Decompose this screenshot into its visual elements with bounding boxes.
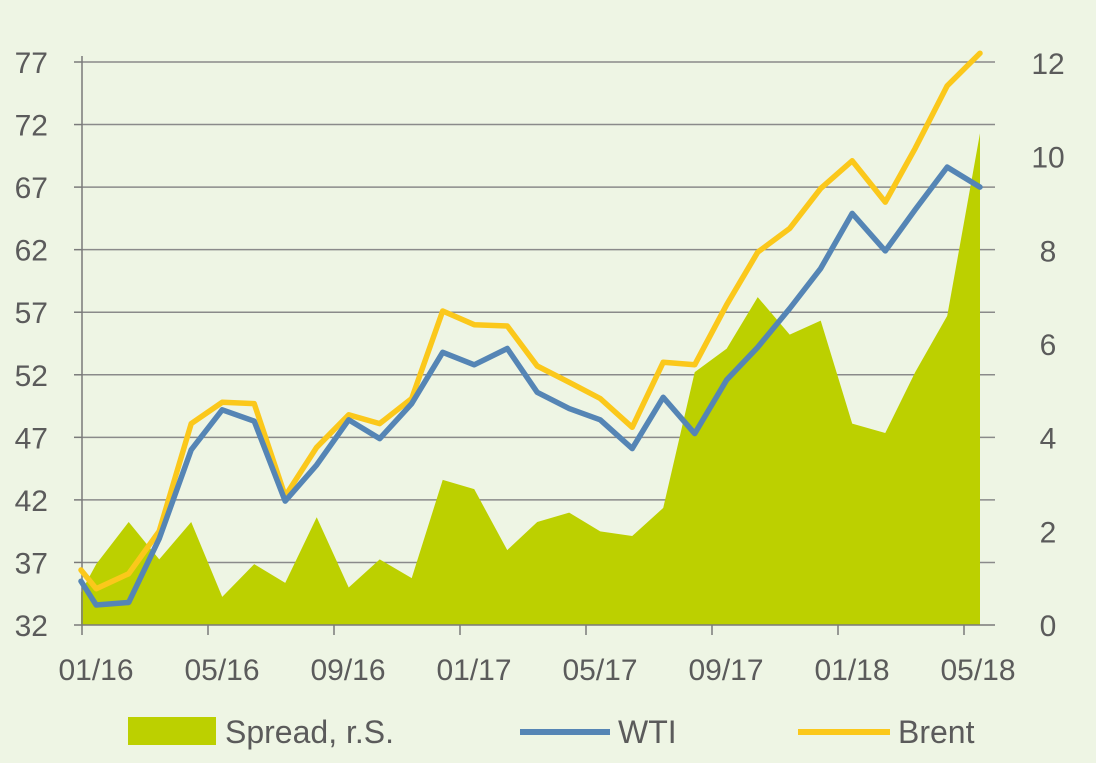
x-tick-label: 05/18 xyxy=(940,654,1015,687)
wti-line xyxy=(78,164,983,608)
legend-label-spread: Spread, r.S. xyxy=(225,714,394,750)
legend: Spread, r.S. WTI Brent xyxy=(128,714,975,750)
y-left-tick-label: 67 xyxy=(15,172,48,205)
x-tick-label: 01/16 xyxy=(58,654,133,687)
y-left-tick-label: 57 xyxy=(15,297,48,330)
axes xyxy=(74,56,995,635)
spread-area xyxy=(80,133,980,625)
x-axis-labels: 01/16 05/16 09/16 01/17 05/17 09/17 01/18 05/18 xyxy=(58,654,1015,687)
y-right-tick-label: 6 xyxy=(1040,329,1057,362)
y-left-tick-label: 32 xyxy=(15,610,48,643)
y-left-tick-label: 47 xyxy=(15,422,48,455)
y-axis-right-labels: 0 2 4 6 8 10 12 xyxy=(1031,48,1064,643)
y-left-tick-label: 72 xyxy=(15,110,48,143)
x-tick-label: 09/16 xyxy=(310,654,385,687)
grid-lines xyxy=(82,61,995,564)
legend-label-brent: Brent xyxy=(898,714,975,750)
y-left-tick-label: 37 xyxy=(15,547,48,580)
brent-line xyxy=(78,50,983,592)
x-tick-label: 05/16 xyxy=(184,654,259,687)
x-tick-label: 05/17 xyxy=(562,654,637,687)
y-right-tick-label: 2 xyxy=(1040,516,1057,549)
y-right-tick-label: 8 xyxy=(1040,235,1057,268)
y-left-tick-label: 42 xyxy=(15,485,48,518)
y-axis-left-labels: 32 37 42 47 52 57 62 67 72 77 xyxy=(15,47,48,643)
legend-swatch-spread xyxy=(128,717,216,745)
y-left-tick-label: 62 xyxy=(15,235,48,268)
spread-area-layer xyxy=(80,133,980,625)
y-left-tick-label: 77 xyxy=(15,47,48,80)
y-right-tick-label: 0 xyxy=(1040,610,1057,643)
price-lines-layer xyxy=(78,50,983,608)
x-tick-label: 01/18 xyxy=(814,654,889,687)
legend-label-wti: WTI xyxy=(618,714,677,750)
x-tick-label: 01/17 xyxy=(436,654,511,687)
y-left-tick-label: 52 xyxy=(15,360,48,393)
x-tick-label: 09/17 xyxy=(688,654,763,687)
y-right-tick-label: 4 xyxy=(1040,423,1057,456)
y-right-tick-label: 12 xyxy=(1031,48,1064,81)
y-right-tick-label: 10 xyxy=(1031,142,1064,175)
